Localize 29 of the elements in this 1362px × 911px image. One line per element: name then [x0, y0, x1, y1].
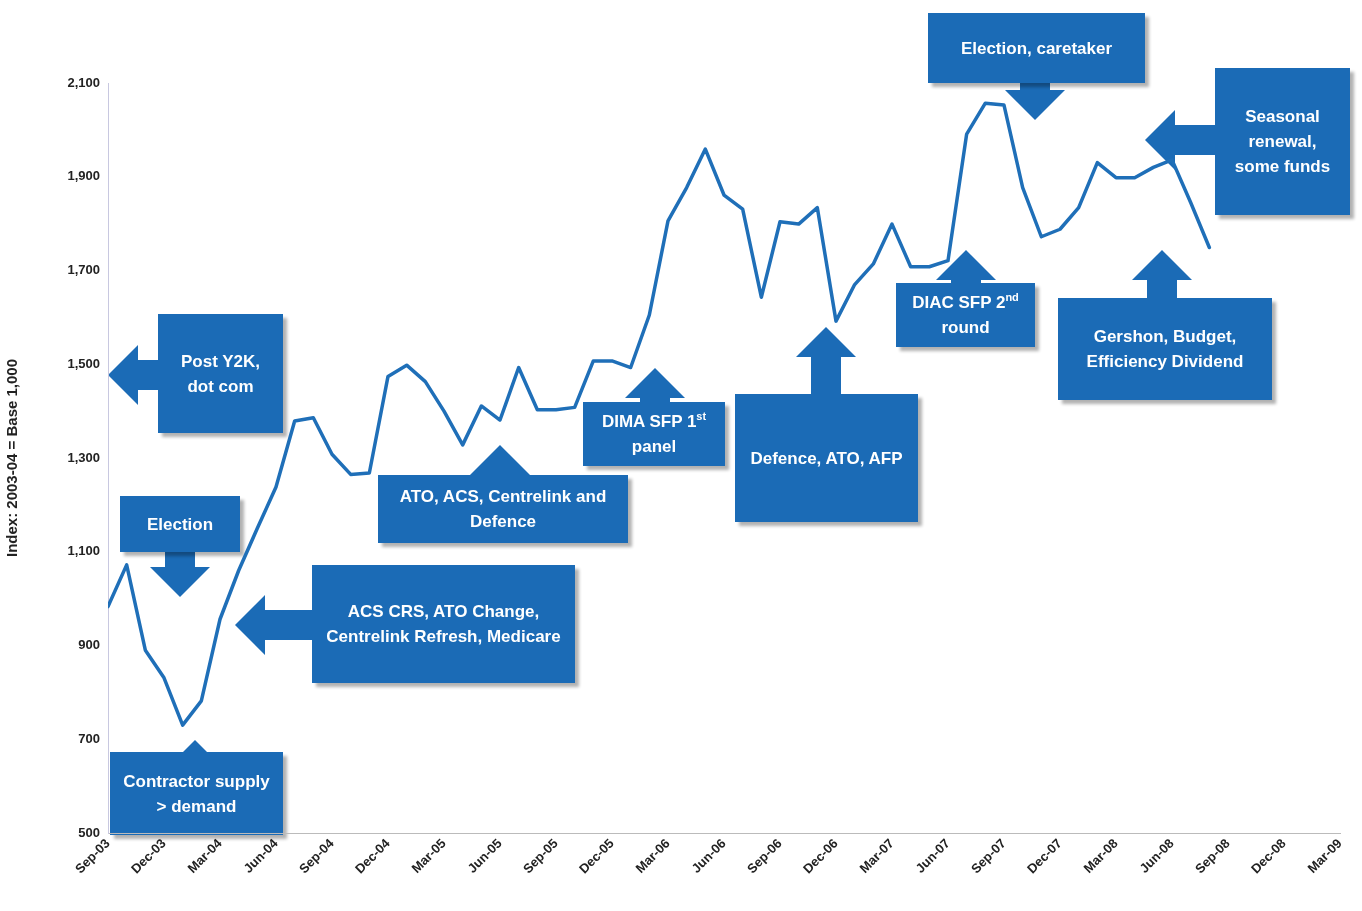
annotation: ATO, ACS, Centrelink and Defence — [398, 486, 608, 533]
callout-box: Election, caretaker — [928, 13, 1145, 83]
annotation: Contractor supply > demand — [122, 770, 271, 818]
callout-box: Contractor supply > demand — [110, 752, 283, 835]
callout-box: Post Y2K, dot com — [158, 314, 283, 433]
y-tick-label: 1,500 — [67, 355, 100, 371]
callout-box: ATO, ACS, Centrelink and Defence — [378, 475, 628, 543]
callout-box: Gershon, Budget, Efficiency Dividend — [1058, 298, 1272, 400]
y-tick-label: 1,700 — [67, 262, 100, 278]
y-tick-label: 1,100 — [67, 543, 100, 559]
y-tick-label: 2,100 — [67, 74, 100, 90]
y-tick-label: 1,900 — [67, 168, 100, 184]
y-tick-label: 900 — [78, 637, 100, 653]
callout-box: Seasonal renewal, some funds — [1215, 68, 1350, 215]
annotation: Seasonal renewal, some funds — [1233, 106, 1332, 178]
annotation: Gershon, Budget, Efficiency Dividend — [1085, 326, 1245, 373]
y-axis-title: Index: 2003-04 = Base 1,000 — [3, 358, 21, 558]
annotation: Defence, ATO, AFP — [750, 447, 903, 470]
callout-box: Election — [120, 496, 240, 552]
callout-box: Defence, ATO, AFP — [735, 394, 918, 522]
y-tick-label: 1,300 — [67, 449, 100, 465]
callout-box: ACS CRS, ATO Change, Centrelink Refresh, Medicare — [312, 565, 575, 683]
annotation: ACS CRS, ATO Change, Centrelink Refresh, Medicare — [325, 601, 562, 648]
y-tick-label: 700 — [78, 730, 100, 746]
callout-box: DIMA SFP 1$^{st}$ panel — [583, 402, 725, 466]
annotation: Election — [146, 513, 214, 536]
y-tick-label: 500 — [78, 824, 100, 840]
annotation: Post Y2K, dot com — [179, 350, 262, 398]
callout-box: DIAC SFP 2$^{nd}$ round — [896, 283, 1035, 347]
